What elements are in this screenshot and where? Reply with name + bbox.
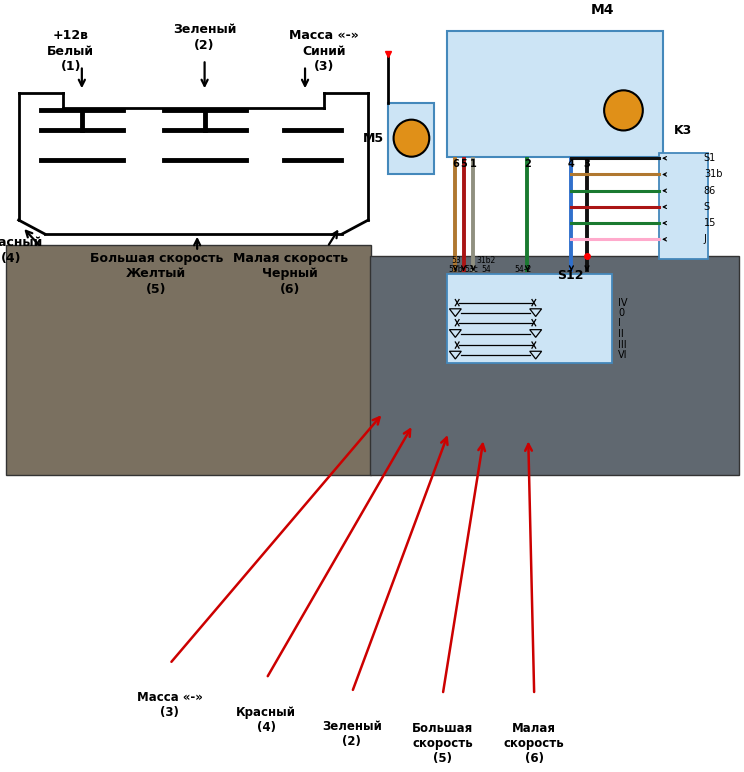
Bar bbox=[370, 256, 739, 475]
Text: 5: 5 bbox=[460, 159, 467, 169]
Text: 15: 15 bbox=[704, 218, 716, 228]
Text: Большая
скорость
(5): Большая скорость (5) bbox=[412, 722, 473, 765]
Text: IV: IV bbox=[618, 298, 628, 307]
Text: 4: 4 bbox=[568, 159, 575, 169]
Circle shape bbox=[604, 90, 643, 130]
Text: +12в
Белый
(1): +12в Белый (1) bbox=[47, 29, 94, 73]
Text: M4: M4 bbox=[591, 3, 615, 17]
Text: 1: 1 bbox=[469, 159, 477, 169]
Text: Красный
(4): Красный (4) bbox=[237, 706, 296, 733]
Text: K3: K3 bbox=[674, 124, 692, 137]
Text: 2: 2 bbox=[524, 159, 531, 169]
Text: Красный
(4): Красный (4) bbox=[0, 236, 43, 265]
Text: Масса «-»
(3): Масса «-» (3) bbox=[137, 691, 202, 719]
Text: 0: 0 bbox=[618, 308, 624, 317]
Text: 3: 3 bbox=[583, 159, 591, 169]
Text: 54-2: 54-2 bbox=[514, 265, 532, 274]
Circle shape bbox=[394, 120, 429, 157]
Text: S1: S1 bbox=[704, 154, 716, 163]
Text: VI: VI bbox=[618, 350, 628, 360]
Text: Зеленый
(2): Зеленый (2) bbox=[322, 720, 382, 747]
Text: S: S bbox=[704, 202, 710, 212]
Text: 6: 6 bbox=[452, 159, 459, 169]
FancyBboxPatch shape bbox=[659, 153, 708, 259]
Text: M5: M5 bbox=[363, 132, 384, 144]
Text: III: III bbox=[618, 340, 627, 350]
Text: 31b2
54: 31b2 54 bbox=[476, 256, 496, 274]
Text: 86: 86 bbox=[704, 186, 716, 195]
FancyBboxPatch shape bbox=[388, 103, 434, 174]
Text: 31b: 31b bbox=[704, 170, 722, 179]
Text: Зеленый
(2): Зеленый (2) bbox=[173, 23, 237, 52]
Text: Малая скорость
Черный
(6): Малая скорость Черный (6) bbox=[233, 252, 347, 296]
Text: Масса «-»
Синий
(3): Масса «-» Синий (3) bbox=[289, 29, 359, 73]
Bar bbox=[6, 245, 371, 475]
Text: S12: S12 bbox=[557, 269, 583, 282]
Text: II: II bbox=[618, 329, 624, 338]
Text: J: J bbox=[704, 235, 707, 244]
Text: I: I bbox=[618, 318, 621, 327]
Text: Малая
скорость
(6): Малая скорость (6) bbox=[504, 722, 565, 765]
FancyBboxPatch shape bbox=[447, 274, 612, 363]
Text: 53
53b: 53 53b bbox=[449, 256, 464, 274]
Text: 53c: 53c bbox=[464, 265, 478, 274]
FancyBboxPatch shape bbox=[447, 31, 663, 157]
Text: Большая скорость
Желтый
(5): Большая скорость Желтый (5) bbox=[89, 252, 223, 296]
